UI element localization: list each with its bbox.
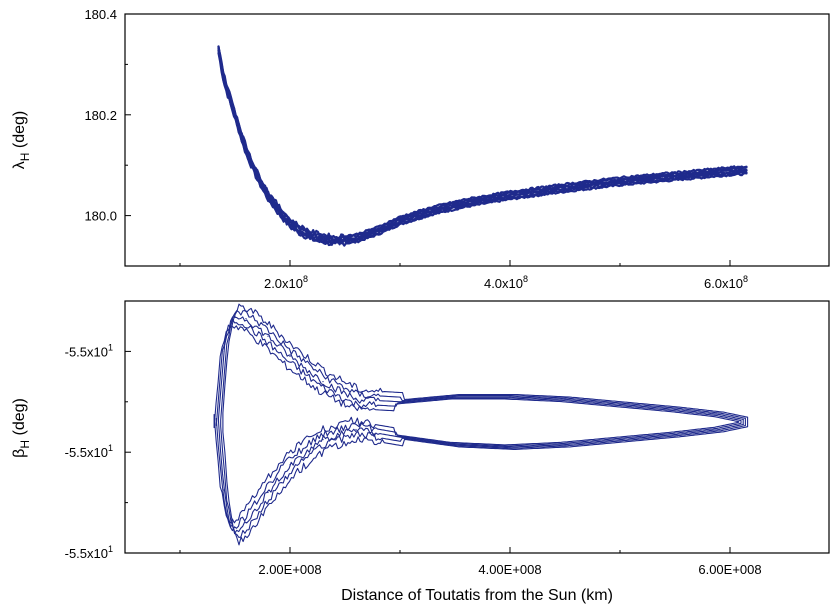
beta-data-point: [742, 423, 744, 426]
lambda-data-point: [234, 114, 236, 116]
lambda-data-point: [564, 187, 566, 189]
lambda-data-point: [674, 175, 676, 178]
x-axis-title: Distance of Toutatis from the Sun (km): [341, 587, 613, 604]
beta-data-point: [217, 421, 220, 423]
beta-data-point: [228, 522, 231, 524]
lambda-data-point: [245, 149, 247, 151]
lambda-data-point: [267, 194, 269, 197]
beta-data-point: [228, 325, 231, 327]
beta-data-point: [322, 381, 324, 383]
lambda-data-point: [377, 229, 379, 232]
beta-data-point: [289, 464, 291, 466]
lambda-data-point: [509, 194, 511, 197]
beta-data-point: [674, 433, 676, 436]
beta-plot-frame: [124, 300, 830, 554]
beta-x-tick-label: 4.00E+008: [478, 562, 541, 577]
lambda-data-point: [223, 78, 225, 81]
lambda-data-point: [465, 202, 467, 204]
beta-data-point: [509, 446, 511, 448]
lambda-data-point: [355, 237, 357, 240]
lambda-x-tick-label: 2.0x108: [264, 274, 308, 291]
lambda-series-line: [217, 45, 748, 242]
lambda-x-tick-label: 4.0x108: [484, 274, 528, 291]
lambda-y-axis-title: λH (deg): [11, 111, 32, 169]
beta-data-point: [619, 439, 621, 441]
lambda-data-point: [278, 209, 280, 212]
beta-data-point: [234, 532, 236, 534]
beta-data-point: [399, 401, 401, 403]
beta-series-line: [222, 303, 749, 546]
beta-data-point: [245, 318, 247, 320]
beta-ticks: -5.5x101 -5.5x101 -5.5x101 2.00E+008 4.00E+0…: [65, 342, 762, 577]
beta-x-tick-label: 6.00E+008: [698, 562, 761, 577]
lambda-x-tick-label: 6.0x108: [704, 274, 748, 291]
lambda-data-point: [619, 180, 621, 183]
beta-series-line: [213, 325, 740, 524]
lambda-ticks: 180.0 180.2 180.4 2.0x108 4.0x108 6.0x108: [84, 7, 748, 291]
beta-data-point: [454, 444, 456, 446]
lambda-data-point: [217, 48, 220, 51]
beta-data-point: [289, 355, 291, 358]
lambda-data-point: [729, 170, 731, 173]
lambda-data-point: [311, 234, 313, 237]
lambda-data-point: [432, 209, 434, 212]
lambda-panel: 180.0 180.2 180.4 2.0x108 4.0x108 6.0x108 λH …: [11, 7, 830, 291]
lambda-series-line: [217, 45, 748, 243]
beta-data-point: [742, 418, 744, 421]
lambda-series: [217, 45, 748, 247]
beta-data-point: [674, 408, 676, 410]
beta-data-point: [267, 335, 269, 337]
beta-data-point: [234, 315, 236, 317]
lambda-series-line: [217, 46, 748, 240]
lambda-data-point: [256, 174, 258, 177]
beta-data-point: [718, 413, 720, 415]
lambda-data-point: [745, 169, 748, 172]
beta-series: [213, 303, 749, 546]
beta-data-point: [564, 444, 566, 446]
lambda-series-line: [217, 47, 748, 244]
beta-x-tick-label: 2.00E+008: [258, 562, 321, 577]
beta-data-point: [399, 436, 401, 438]
beta-y-tick-label: -5.5x101: [65, 443, 113, 460]
beta-data-point: [223, 489, 225, 491]
beta-y-axis-title: βH (deg): [11, 398, 32, 458]
lambda-series-line: [217, 49, 748, 246]
beta-series-line: [215, 318, 742, 532]
lambda-series-line: [217, 52, 748, 247]
beta-y-tick-label: -5.5x101: [65, 544, 113, 561]
beta-series-line: [220, 310, 746, 538]
beta-series-line: [217, 316, 744, 535]
beta-data-point: [454, 396, 456, 398]
beta-panel: -5.5x101 -5.5x101 -5.5x101 2.00E+008 4.00E+0…: [11, 300, 830, 604]
beta-data-point: [267, 491, 269, 494]
lambda-data-point: [333, 240, 335, 242]
lambda-data-point: [289, 222, 291, 224]
lambda-y-tick-label: 180.0: [84, 209, 117, 224]
beta-data-point: [509, 396, 511, 398]
beta-data-point: [355, 398, 357, 400]
beta-data-point: [223, 350, 225, 352]
lambda-plot-frame: [124, 13, 830, 267]
beta-data-point: [322, 439, 324, 441]
beta-data-point: [619, 403, 621, 405]
beta-data-point: [564, 398, 566, 400]
lambda-data-point: [399, 219, 401, 222]
lambda-data-point: [300, 229, 302, 232]
beta-data-point: [718, 428, 720, 431]
lambda-y-tick-label: 180.4: [84, 7, 117, 22]
beta-data-point: [355, 428, 357, 431]
lambda-y-tick-label: 180.2: [84, 108, 117, 123]
beta-data-point: [245, 522, 247, 524]
beta-y-tick-label: -5.5x101: [65, 342, 113, 359]
